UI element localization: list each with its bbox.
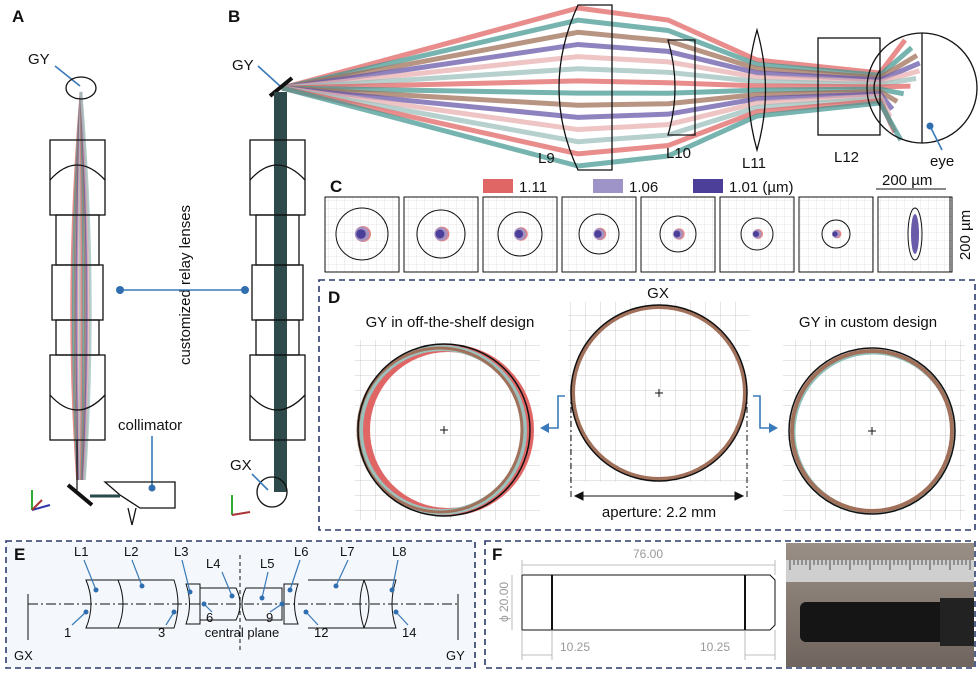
arrow	[545, 396, 565, 428]
legend-label: 1.06	[629, 179, 658, 196]
aperture-label: aperture: 2.2 mm	[602, 504, 716, 521]
spot	[594, 230, 601, 237]
leader	[252, 474, 268, 490]
gy-label: GY	[232, 57, 254, 74]
scale-label: 200 µm	[957, 210, 974, 260]
surface-label: 14	[402, 625, 416, 640]
lens-label: L1	[74, 544, 88, 559]
surface-label: 1	[64, 625, 71, 640]
grid	[783, 340, 965, 520]
lens-label: L4	[206, 556, 220, 571]
legend-label: 1.11	[519, 179, 547, 196]
leader-dot	[390, 588, 395, 593]
legend-label: 1.01 (µm)	[729, 179, 794, 196]
leader	[930, 126, 942, 150]
leader-dot	[116, 286, 124, 294]
panel-label: C	[330, 177, 342, 196]
surface-label: 3	[158, 625, 165, 640]
legend-swatch	[483, 179, 513, 193]
lens-label: L11	[742, 155, 766, 172]
panel-f: F 76.00 ϕ 20.00 10.25 10.25	[485, 541, 975, 668]
leader-dot	[280, 602, 285, 607]
spot	[515, 230, 523, 238]
leader-dot	[188, 590, 193, 595]
lens-label: L12	[834, 149, 859, 166]
offset-label: 10.25	[560, 640, 590, 654]
leader-dot	[394, 610, 399, 615]
gx-label: GX	[230, 457, 252, 474]
leader-dot	[140, 584, 145, 589]
leader-dot	[84, 610, 89, 615]
gy-label: GY	[28, 51, 50, 68]
lens-label: L5	[260, 556, 274, 571]
leader-dot	[172, 610, 177, 615]
scale-label: 200 µm	[882, 172, 932, 189]
lens-label: L3	[174, 544, 188, 559]
leader-dot	[94, 588, 99, 593]
panel-label: A	[12, 7, 24, 26]
relay-label: customized relay lenses	[177, 205, 194, 365]
arrow-head	[769, 423, 778, 433]
legend-swatch	[693, 179, 723, 193]
lens-label: L9	[538, 150, 555, 167]
panel-label: F	[492, 545, 502, 564]
spot	[674, 231, 681, 238]
beam-bundle	[72, 92, 91, 480]
spot	[356, 229, 366, 239]
beam	[274, 92, 287, 492]
lens-label: L10	[666, 145, 691, 162]
arrow-head	[540, 423, 549, 433]
right-title: GY in custom design	[799, 314, 937, 331]
leader-dot	[230, 594, 235, 599]
spot	[753, 231, 759, 237]
left-title: GY in off-the-shelf design	[366, 314, 535, 331]
lens-label: L2	[124, 544, 138, 559]
center-title: GX	[647, 285, 669, 302]
spot	[911, 214, 919, 254]
panel-d: D GY in off-the-shelf design GX GY in cu…	[319, 280, 975, 530]
panel-label: E	[14, 545, 25, 564]
leader-dot	[260, 596, 265, 601]
panel-label: B	[228, 7, 240, 26]
diameter-label: ϕ 20.00	[497, 582, 511, 622]
arrow	[753, 396, 773, 428]
beam-bundle	[282, 8, 920, 166]
spot	[436, 230, 445, 239]
legend-swatch	[593, 179, 623, 193]
eye-label: eye	[930, 153, 954, 170]
length-label: 76.00	[633, 547, 663, 561]
lens-label: L8	[392, 544, 406, 559]
leader-dot	[202, 602, 207, 607]
leader-dot	[149, 485, 156, 492]
figure: A GY customized relay lenses collimator	[0, 0, 980, 673]
spot	[832, 231, 837, 236]
leader	[258, 66, 280, 86]
panel-a: A GY customized relay lenses collimator	[12, 7, 249, 525]
photo	[786, 543, 974, 667]
leader-dot	[927, 123, 934, 130]
lens-label: L6	[294, 544, 308, 559]
collimator-label: collimator	[118, 417, 182, 434]
surface-label: 9	[266, 610, 273, 625]
panel-e: E L1 L2 L3 L4 L5 L6 L7 L8 1 3 6 9 12 14 …	[6, 541, 475, 668]
spot-diagrams	[325, 197, 952, 272]
gy-label: GY	[446, 648, 465, 663]
panel-c: C 1.11 1.06 1.01 (µm) 200 µm 200 µm	[325, 172, 974, 272]
surface-label: 6	[206, 610, 213, 625]
gx-label: GX	[14, 648, 33, 663]
offset-label: 10.25	[700, 640, 730, 654]
leader-dot	[288, 588, 293, 593]
central-plane-label: central plane	[205, 625, 279, 640]
leader-dot	[241, 286, 249, 294]
tube-drawing	[512, 560, 775, 660]
collimator	[68, 482, 175, 525]
leader-dot	[304, 610, 309, 615]
axis-triad	[32, 490, 50, 510]
panel-label: D	[328, 288, 340, 307]
lens-label: L7	[340, 544, 354, 559]
surface-label: 12	[314, 625, 328, 640]
leader-dot	[334, 584, 339, 589]
axis-triad	[232, 495, 250, 515]
